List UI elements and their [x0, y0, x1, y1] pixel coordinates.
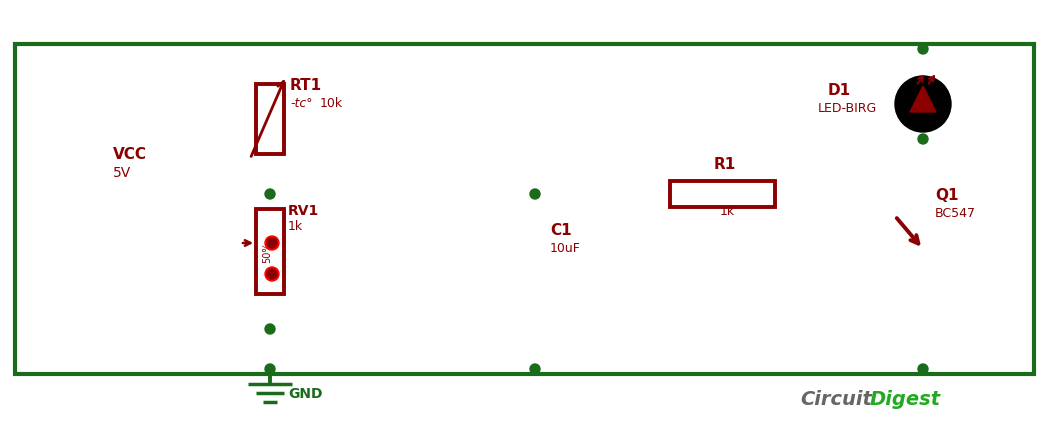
- Circle shape: [265, 236, 279, 250]
- Text: 1k: 1k: [720, 204, 735, 218]
- Circle shape: [265, 324, 275, 334]
- Circle shape: [918, 135, 928, 145]
- Circle shape: [265, 268, 279, 281]
- Text: RT1: RT1: [290, 78, 322, 93]
- Circle shape: [530, 364, 540, 374]
- Circle shape: [895, 77, 951, 132]
- Bar: [15, 45, 1034, 374]
- Text: Digest: Digest: [870, 389, 941, 408]
- Text: 50%: 50%: [262, 241, 272, 262]
- Text: C1: C1: [550, 222, 572, 237]
- Bar: [256, 210, 284, 294]
- Circle shape: [265, 364, 275, 374]
- Text: Q1: Q1: [935, 187, 959, 202]
- Text: 10k: 10k: [320, 97, 343, 110]
- Text: 5V: 5V: [113, 166, 131, 180]
- Circle shape: [267, 239, 277, 248]
- Text: GND: GND: [288, 386, 322, 400]
- Text: -tc°: -tc°: [290, 97, 313, 110]
- Text: RV1: RV1: [288, 204, 319, 218]
- Circle shape: [530, 190, 540, 199]
- Text: BC547: BC547: [935, 207, 976, 219]
- Circle shape: [918, 364, 928, 374]
- Bar: [256, 85, 284, 155]
- Text: 1k: 1k: [288, 219, 303, 233]
- Circle shape: [918, 45, 928, 55]
- Text: VCC: VCC: [113, 147, 147, 162]
- Text: LED-BIRG: LED-BIRG: [818, 102, 877, 115]
- Circle shape: [267, 269, 277, 279]
- Bar: [670, 181, 775, 207]
- Text: R1: R1: [714, 157, 736, 172]
- Circle shape: [265, 190, 275, 199]
- Text: 10uF: 10uF: [550, 242, 581, 254]
- Text: D1: D1: [828, 83, 851, 98]
- Polygon shape: [909, 87, 936, 113]
- Text: Circuit: Circuit: [800, 389, 872, 408]
